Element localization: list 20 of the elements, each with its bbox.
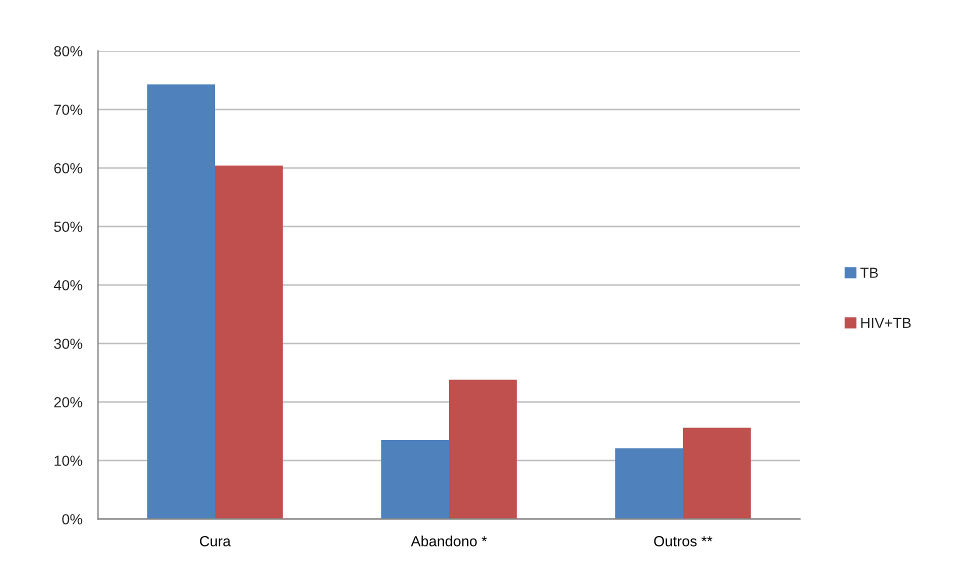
y-tick-label: 0% [62,514,82,524]
bar [381,440,449,519]
bar [215,166,283,519]
y-tick-label: 60% [54,163,82,174]
y-tick-label: 70% [54,104,82,115]
bar [615,448,683,519]
bar [449,380,517,519]
y-tick-label: 20% [54,397,82,408]
bar [147,84,215,519]
x-tick-label: Abandono * [410,536,487,546]
y-tick-label: 40% [54,280,82,290]
x-tick-label: Outros ** [654,536,712,546]
bar [683,428,751,519]
x-tick-label: Cura [200,536,231,546]
y-tick-label: 50% [54,222,82,232]
legend-label: HIV+TB [861,318,911,328]
y-tick-label: 80% [54,46,82,56]
legend-label: TB [860,268,878,278]
y-tick-label: 10% [54,456,82,466]
y-tick-label: 30% [54,338,82,349]
